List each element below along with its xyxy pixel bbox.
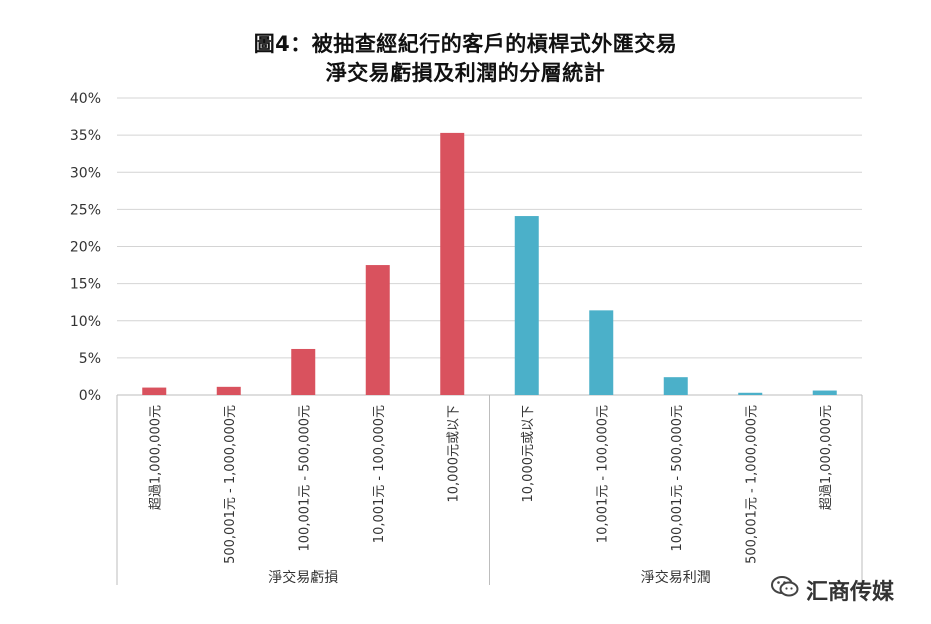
bar	[738, 392, 763, 395]
x-tick-label: 500,001元 - 1,000,000元	[223, 405, 238, 564]
x-tick-label: 500,001元 - 1,000,000元	[744, 405, 759, 564]
x-tick-label: 100,001元 - 500,000元	[297, 405, 312, 551]
x-tick-label: 10,001元 - 100,000元	[595, 405, 610, 543]
wechat-icon	[770, 574, 800, 606]
chart-title-line-1: 圖4：被抽查經紀行的客戶的槓桿式外匯交易	[253, 32, 678, 56]
y-tick-label: 30%	[70, 165, 101, 181]
y-tick-label: 10%	[70, 314, 101, 330]
x-tick-label: 超過1,000,000元	[819, 405, 834, 510]
y-tick-label: 0%	[79, 388, 101, 404]
group-label: 淨交易利潤	[641, 569, 711, 586]
bar	[142, 387, 167, 395]
watermark: 汇商传媒	[770, 575, 894, 605]
x-tick-label: 超過1,000,000元	[148, 405, 163, 510]
y-tick-label: 40%	[70, 91, 101, 107]
bar	[216, 386, 241, 395]
bar	[291, 348, 316, 395]
x-tick-label: 10,001元 - 100,000元	[372, 405, 387, 543]
y-tick-label: 20%	[70, 240, 101, 256]
x-tick-label: 10,000元或以下	[521, 405, 536, 503]
y-tick-label: 15%	[70, 277, 101, 293]
x-tick-label: 100,001元 - 500,000元	[670, 405, 685, 551]
chart-title-line-2: 淨交易虧損及利潤的分層統計	[325, 61, 606, 85]
bar	[440, 132, 465, 395]
bar	[663, 377, 688, 395]
y-tick-label: 5%	[79, 351, 101, 367]
x-tick-label: 10,000元或以下	[446, 405, 461, 503]
y-tick-label: 25%	[70, 202, 101, 218]
bar	[812, 390, 837, 395]
watermark-text: 汇商传媒	[806, 580, 895, 605]
bar	[365, 265, 390, 395]
bar	[514, 216, 539, 395]
y-tick-label: 35%	[70, 128, 101, 144]
bar	[589, 310, 614, 395]
group-label: 淨交易虧損	[268, 569, 338, 586]
